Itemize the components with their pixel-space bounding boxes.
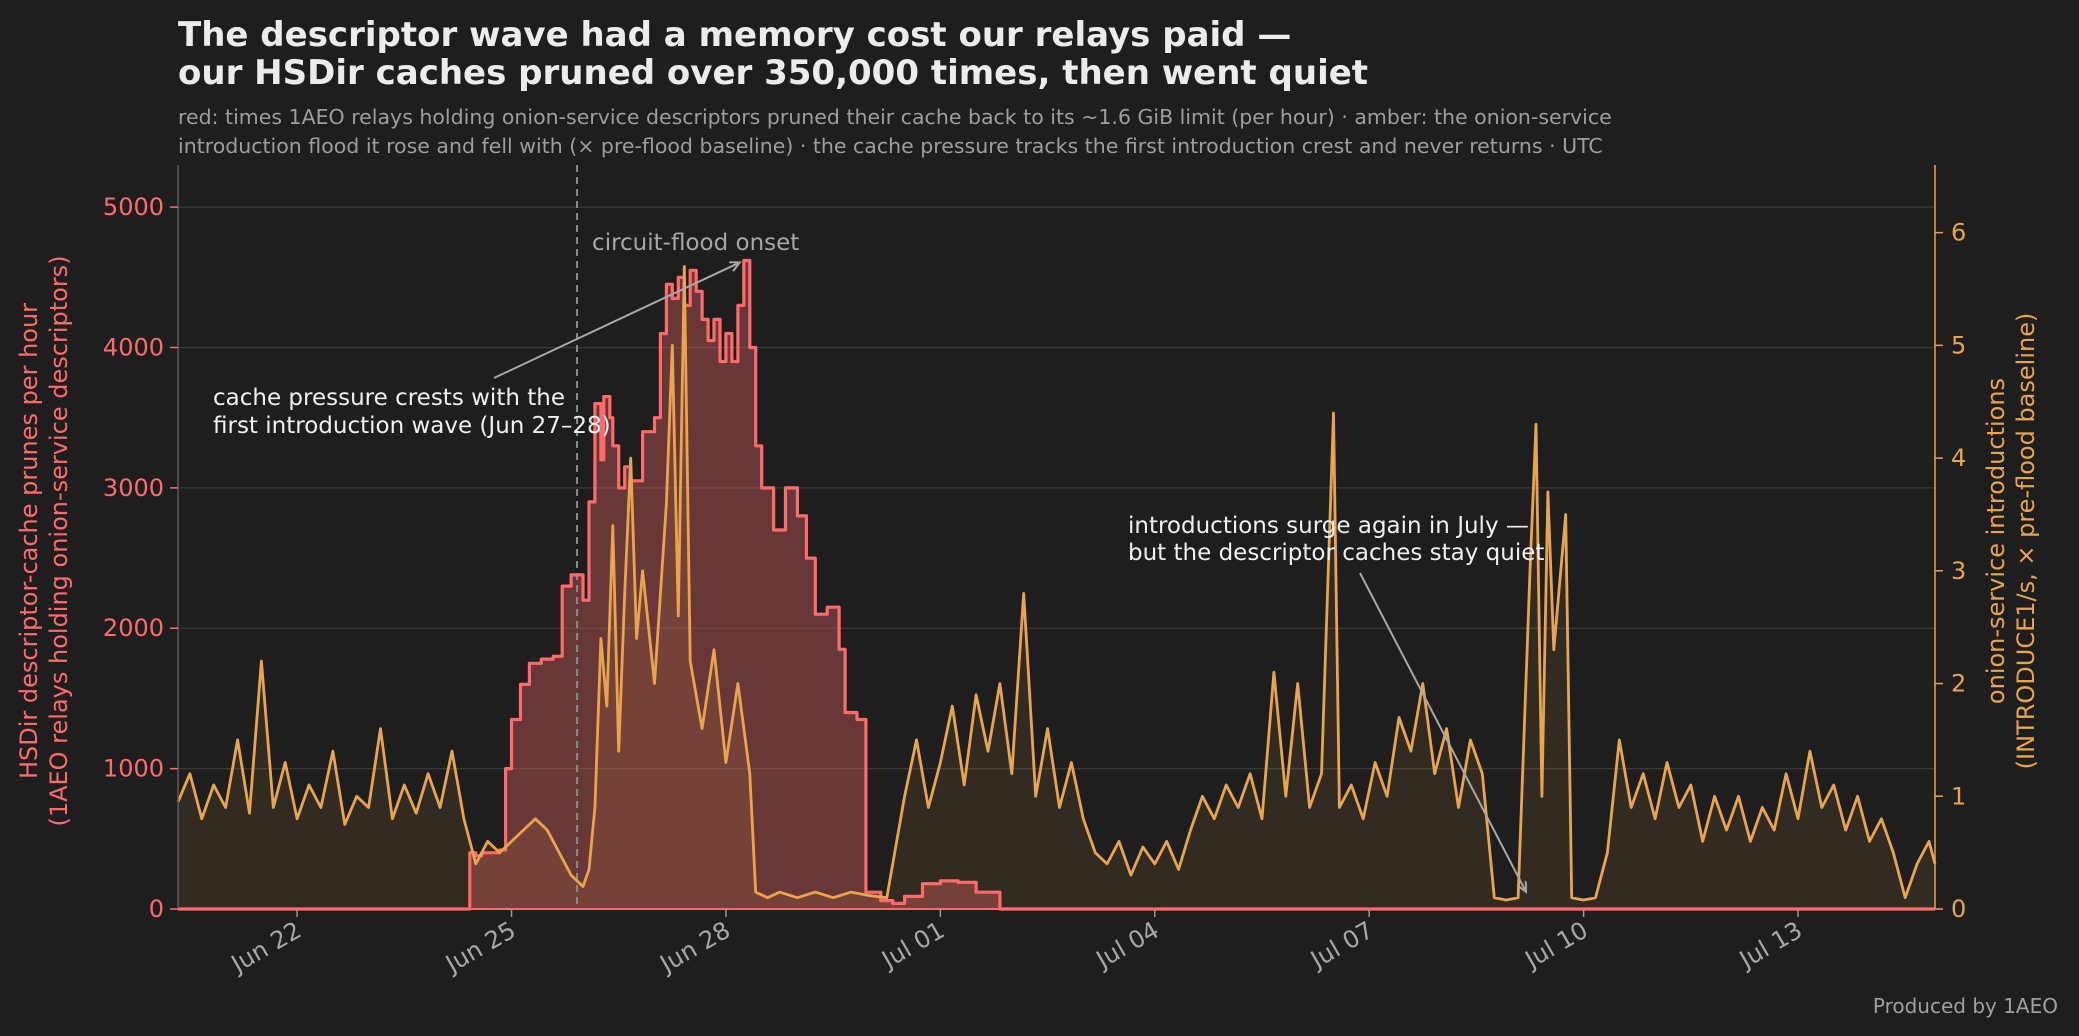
x-tick-label: Jun 25: [439, 916, 520, 979]
y-right-tick-label: 5: [1951, 331, 1966, 359]
y-right-tick-label: 0: [1951, 895, 1966, 923]
y-right-tick-label: 6: [1951, 219, 1966, 247]
x-tick-label: Jun 22: [225, 916, 306, 979]
introductions-line: [176, 265, 1937, 902]
y-left-tick-label: 3000: [103, 474, 164, 502]
y-left-tick-label: 5000: [103, 193, 164, 221]
x-tick-label: Jul 13: [1733, 916, 1807, 975]
cache-prunes-line: [178, 258, 1935, 911]
x-axis-ticks: Jun 22 Jun 25 Jun 28 Jul 01 Jul 04 Jul 07 Jul …: [225, 909, 1807, 979]
y-left-tick-label: 4000: [103, 333, 164, 361]
annotation-arrow-july-surge: [1359, 572, 1526, 892]
chart-title-line-2: our HSDir caches pruned over 350,000 tim…: [178, 53, 1368, 93]
chart-subtitle-line-1: red: times 1AEO relays holding onion-ser…: [178, 105, 1612, 129]
annotation-july-surge-line-2: but the descriptor caches stay quiet: [1128, 540, 1544, 566]
annotation-cache-crest-line-1: cache pressure crests with the: [213, 385, 565, 411]
x-tick-label: Jul 10: [1519, 916, 1593, 975]
x-tick-label: Jul 04: [1090, 916, 1164, 975]
y-right-tick-label: 3: [1951, 557, 1966, 585]
y-axis-right-label-line-1: onion-service introductions: [1982, 378, 2010, 704]
series-lines: [176, 258, 1937, 911]
y-left-tick-label: 1000: [103, 755, 164, 783]
annotation-july-surge-line-1: introductions surge again in July —: [1128, 513, 1529, 539]
y-left-tick-label: 0: [149, 895, 164, 923]
annotation-arrow-cache-crest: [493, 262, 740, 379]
gridlines: [178, 206, 1935, 770]
y-axis-right-label-line-2: (INTRODUCE1/s, × pre-flood baseline): [2012, 313, 2040, 770]
axes: [177, 165, 1936, 910]
footer-credit: Produced by 1AEO: [1873, 994, 2058, 1018]
series-fills: [178, 260, 1935, 909]
x-tick-label: Jun 28: [654, 916, 735, 979]
x-tick-label: Jul 07: [1304, 916, 1378, 975]
y-right-tick-label: 1: [1951, 782, 1966, 810]
chart-title-line-1: The descriptor wave had a memory cost ou…: [178, 15, 1291, 55]
chart-subtitle-line-2: introduction flood it rose and fell with…: [178, 134, 1603, 158]
annotation-vline-label: circuit-flood onset: [592, 230, 799, 256]
y-axis-right-ticks: 0 1 2 3 4 5 6: [1935, 219, 1966, 923]
introductions-area: [178, 266, 1935, 909]
y-right-tick-label: 2: [1951, 670, 1966, 698]
y-axis-left-label-line-2: (1AEO relays holding onion-service descr…: [45, 255, 73, 826]
annotations: circuit-flood onset cache pressure crest…: [213, 230, 1544, 892]
annotation-cache-crest-line-2: first introduction wave (Jun 27–28): [213, 413, 611, 439]
y-right-tick-label: 4: [1951, 444, 1966, 472]
x-tick-label: Jul 01: [875, 916, 949, 975]
y-left-tick-label: 2000: [103, 614, 164, 642]
y-axis-left-ticks: 0 1000 2000 3000 4000 5000: [103, 193, 178, 923]
y-axis-left-label-line-1: HSDir descriptor-cache prunes per hour: [15, 303, 43, 779]
